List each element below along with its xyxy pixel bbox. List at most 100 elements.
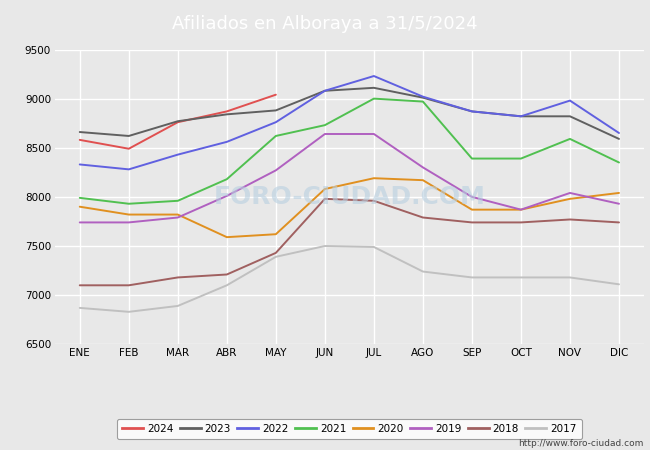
2017 [615, 282, 623, 287]
2020 [566, 196, 574, 202]
Legend: 2024, 2023, 2022, 2021, 2020, 2019, 2018, 2017: 2024, 2023, 2022, 2021, 2020, 2019, 2018… [117, 419, 582, 439]
2018 [615, 220, 623, 225]
Text: http://www.foro-ciudad.com: http://www.foro-ciudad.com [518, 439, 644, 448]
2021 [174, 198, 182, 203]
2021 [566, 136, 574, 142]
2021 [517, 156, 525, 161]
2023 [566, 113, 574, 119]
2022 [370, 73, 378, 79]
2023 [272, 108, 280, 113]
2019 [223, 193, 231, 198]
2020 [125, 212, 133, 217]
2023 [125, 133, 133, 139]
2019 [370, 131, 378, 137]
2019 [174, 215, 182, 220]
2021 [272, 133, 280, 139]
2022 [321, 88, 329, 94]
2020 [174, 212, 182, 217]
2017 [76, 305, 84, 310]
2022 [223, 139, 231, 144]
2024 [125, 146, 133, 152]
2020 [419, 177, 427, 183]
2023 [419, 95, 427, 100]
Line: 2020: 2020 [80, 178, 619, 237]
2018 [223, 272, 231, 277]
2023 [370, 85, 378, 90]
2021 [223, 176, 231, 182]
2024 [76, 137, 84, 143]
2018 [76, 283, 84, 288]
2021 [615, 160, 623, 165]
2023 [321, 88, 329, 94]
2020 [223, 234, 231, 240]
2021 [125, 201, 133, 207]
Line: 2023: 2023 [80, 88, 619, 139]
Text: Afiliados en Alboraya a 31/5/2024: Afiliados en Alboraya a 31/5/2024 [172, 14, 478, 33]
2021 [76, 195, 84, 201]
Line: 2017: 2017 [80, 246, 619, 312]
2020 [272, 231, 280, 237]
Line: 2019: 2019 [80, 134, 619, 222]
2020 [517, 207, 525, 212]
2021 [468, 156, 476, 161]
2023 [517, 113, 525, 119]
2019 [615, 201, 623, 207]
2019 [419, 165, 427, 170]
2023 [174, 118, 182, 124]
2017 [272, 254, 280, 260]
2019 [272, 168, 280, 173]
2019 [321, 131, 329, 137]
2022 [76, 162, 84, 167]
2022 [615, 130, 623, 136]
2017 [174, 303, 182, 309]
2018 [468, 220, 476, 225]
2020 [321, 186, 329, 192]
2017 [566, 275, 574, 280]
2022 [419, 94, 427, 99]
2022 [517, 113, 525, 119]
2023 [468, 109, 476, 114]
2024 [223, 109, 231, 114]
2018 [174, 275, 182, 280]
2020 [370, 176, 378, 181]
2023 [223, 112, 231, 117]
2017 [517, 275, 525, 280]
2019 [125, 220, 133, 225]
2022 [468, 109, 476, 114]
Line: 2021: 2021 [80, 99, 619, 204]
2019 [76, 220, 84, 225]
Text: FORO-CIUDAD.COM: FORO-CIUDAD.COM [213, 185, 486, 209]
2023 [615, 136, 623, 142]
2018 [517, 220, 525, 225]
2017 [321, 243, 329, 249]
2024 [174, 120, 182, 125]
2020 [76, 204, 84, 209]
2017 [223, 283, 231, 288]
2019 [517, 207, 525, 212]
2018 [566, 217, 574, 222]
2018 [419, 215, 427, 220]
Line: 2022: 2022 [80, 76, 619, 169]
2022 [174, 152, 182, 158]
2022 [125, 166, 133, 172]
Line: 2024: 2024 [80, 94, 276, 149]
2020 [615, 190, 623, 196]
2017 [370, 244, 378, 250]
2019 [468, 194, 476, 200]
2024 [272, 92, 280, 97]
2022 [566, 98, 574, 104]
Line: 2018: 2018 [80, 199, 619, 285]
2017 [419, 269, 427, 274]
2017 [125, 309, 133, 315]
2023 [76, 129, 84, 135]
2017 [468, 275, 476, 280]
2018 [125, 283, 133, 288]
2021 [321, 122, 329, 128]
2022 [272, 120, 280, 125]
2018 [272, 250, 280, 256]
2021 [419, 99, 427, 104]
2019 [566, 190, 574, 196]
2018 [370, 198, 378, 203]
2018 [321, 196, 329, 202]
2021 [370, 96, 378, 101]
